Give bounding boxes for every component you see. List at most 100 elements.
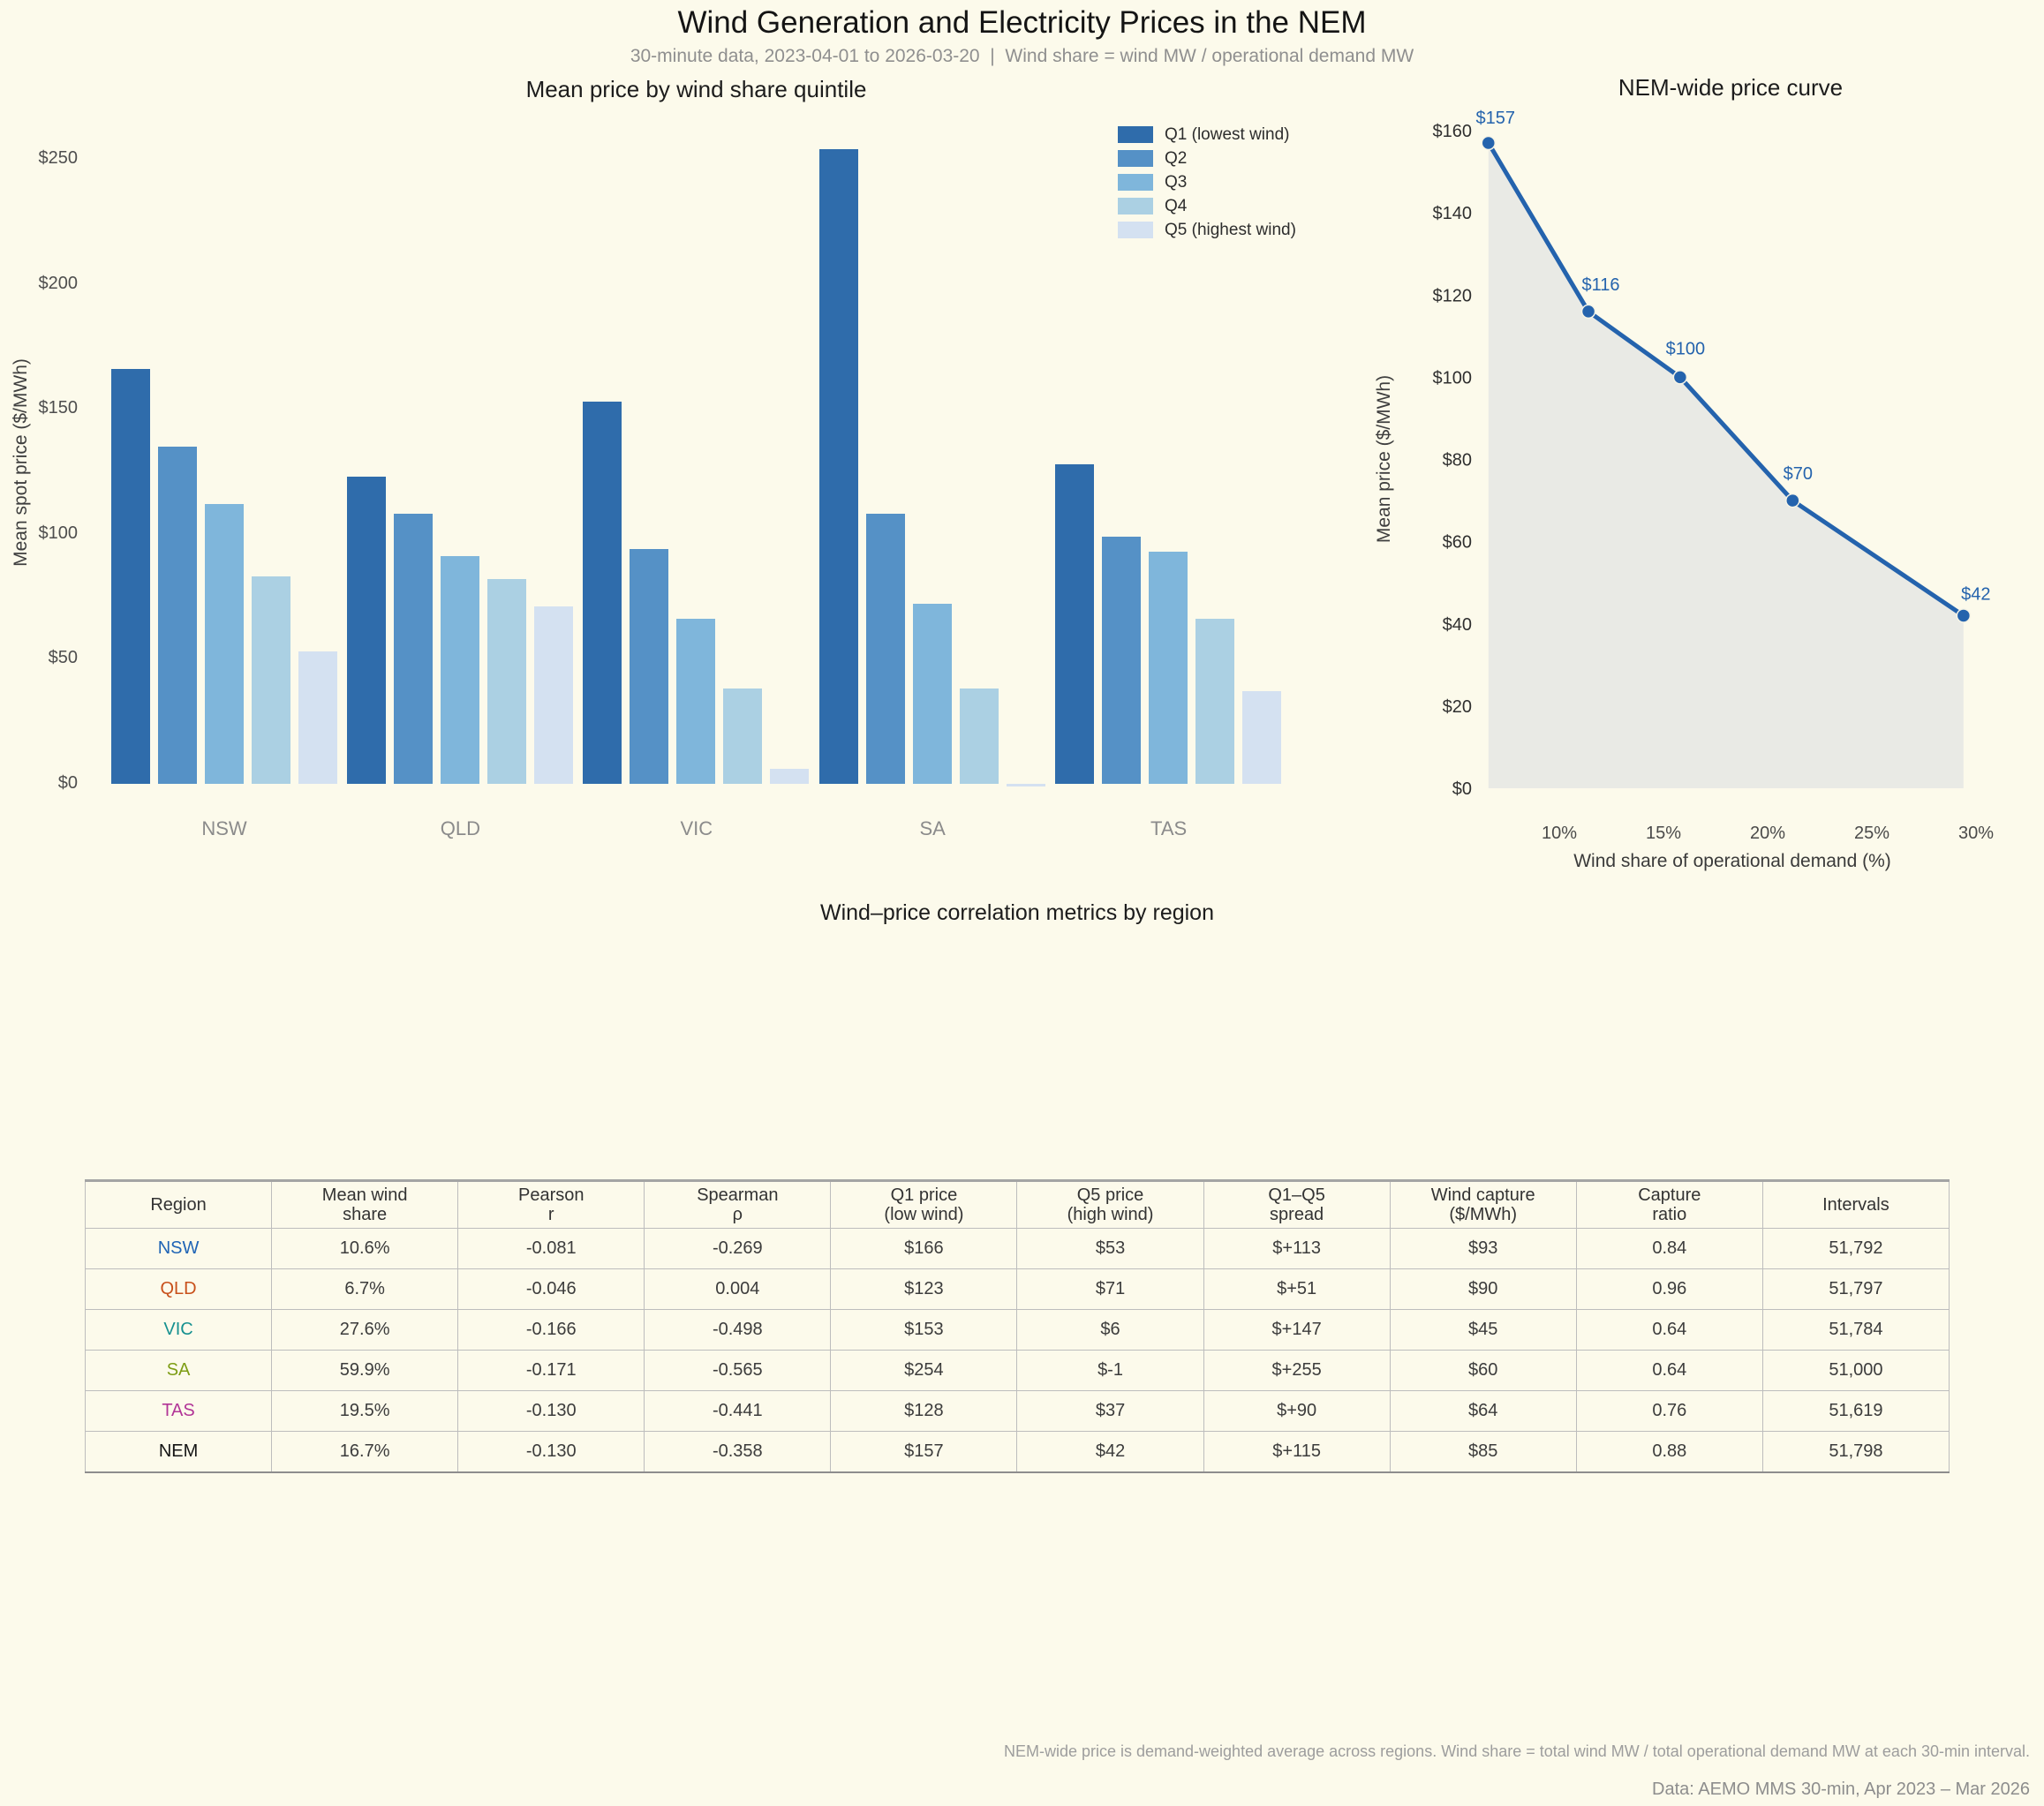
legend-swatch (1118, 150, 1153, 167)
bar-qld-q1 (346, 476, 386, 784)
bar-sa-q3 (912, 604, 952, 784)
metrics-row-nem: NEM 16.7% -0.130 -0.358 $157 $42 $+115 $85 0.88 5… (84, 1431, 1950, 1473)
line-x-tick-label: 15% (1646, 824, 1681, 843)
bar-nsw-q3 (204, 503, 244, 784)
legend-swatch (1118, 198, 1153, 214)
bar-sa-q4 (959, 689, 999, 784)
legend-swatch (1118, 174, 1153, 191)
line-y-tick-label: $20 (1443, 697, 1472, 717)
page-subtitle: 30-minute data, 2023-04-01 to 2026-03-20… (630, 46, 1414, 66)
legend-item: Q3 (1118, 170, 1296, 194)
metric-cell: 51,792 (1761, 1228, 1950, 1269)
data-point-marker (1672, 370, 1688, 385)
bar-sa-q5 (1006, 784, 1045, 786)
category-label-vic: VIC (680, 817, 713, 839)
line-y-tick-label: $140 (1433, 204, 1473, 223)
category-label-qld: QLD (440, 817, 481, 839)
page-title: Wind Generation and Electricity Prices i… (677, 5, 1367, 40)
metric-cell: $+255 (1203, 1350, 1391, 1391)
bar-vic-q4 (723, 689, 763, 784)
bar-y-tick-label: $250 (38, 148, 79, 168)
category-label-sa: SA (919, 817, 946, 839)
legend-swatch (1118, 222, 1153, 238)
line-chart-x-axis-label: Wind share of operational demand (%) (1573, 851, 1891, 871)
metric-cell: $+147 (1203, 1309, 1391, 1351)
metric-cell: 0.88 (1575, 1431, 1763, 1473)
metric-cell: $85 (1389, 1431, 1577, 1473)
metric-cell: $+90 (1203, 1390, 1391, 1432)
metrics-table: Region Mean wind share Pearson r Spearman ρ Q1 … (84, 1179, 1950, 1473)
bar-vic-q2 (630, 548, 669, 784)
data-point-marker (1580, 304, 1596, 320)
metrics-row-nsw: NSW 10.6% -0.081 -0.269 $166 $53 $+113 $93 0.84 5… (84, 1228, 1950, 1269)
footnote-data-source: Data: AEMO MMS 30-min, Apr 2023 – Mar 20… (1652, 1780, 2030, 1799)
column-header-pearson: Pearson r (457, 1180, 645, 1229)
legend-label: Q4 (1165, 196, 1188, 215)
line-x-tick-label: 30% (1958, 824, 1994, 843)
bar-qld-q5 (533, 606, 573, 784)
bar-y-tick-label: $0 (57, 773, 78, 793)
region-cell: QLD (84, 1268, 273, 1310)
metric-cell: $93 (1389, 1228, 1577, 1269)
metric-cell: 0.96 (1575, 1268, 1763, 1310)
metric-cell: -0.130 (457, 1390, 645, 1432)
region-cell: NEM (84, 1431, 273, 1473)
legend-swatch (1118, 126, 1153, 143)
metric-cell: $+51 (1203, 1268, 1391, 1310)
line-y-tick-label: $120 (1433, 286, 1473, 305)
column-header-intervals: Intervals (1761, 1180, 1950, 1229)
line-x-tick-label: 10% (1542, 824, 1577, 843)
metric-cell: 0.84 (1575, 1228, 1763, 1269)
bar-tas-q2 (1102, 536, 1142, 784)
metrics-table-body: NSW 10.6% -0.081 -0.269 $166 $53 $+113 $93 0.84 5… (84, 1228, 1950, 1473)
data-point-label: $100 (1666, 339, 1706, 358)
bar-nsw-q1 (110, 368, 150, 784)
metric-cell: $-1 (1016, 1350, 1204, 1391)
legend-label: Q3 (1165, 172, 1188, 192)
bar-chart-title: Mean price by wind share quintile (525, 76, 867, 102)
metric-cell: 6.7% (271, 1268, 459, 1310)
bar-vic-q3 (676, 619, 716, 784)
metric-cell: 0.76 (1575, 1390, 1763, 1432)
column-header-wind-capture: Wind capture ($/MWh) (1389, 1180, 1577, 1229)
column-header-capture: Capture ratio (1575, 1180, 1763, 1229)
bar-nsw-q2 (157, 446, 197, 784)
metric-cell: -0.130 (457, 1431, 645, 1473)
bar-y-tick-label: $200 (38, 273, 79, 293)
bar-nsw-q5 (298, 651, 337, 784)
bar-vic-q5 (770, 769, 810, 784)
metric-cell: 51,798 (1761, 1431, 1950, 1473)
metric-cell: $123 (830, 1268, 1018, 1310)
bar-sa-q2 (865, 514, 905, 784)
line-x-tick-label: 20% (1750, 824, 1785, 843)
column-header-q5-price: Q5 price (high wind) (1016, 1180, 1204, 1229)
line-y-tick-label: $40 (1443, 615, 1472, 635)
data-point-marker (1481, 135, 1497, 151)
legend-item: Q4 (1118, 194, 1296, 218)
data-point-label: $70 (1784, 464, 1813, 484)
metric-cell: $157 (830, 1431, 1018, 1473)
metric-cell: -0.046 (457, 1268, 645, 1310)
metric-cell: $+115 (1203, 1431, 1391, 1473)
category-label-tas: TAS (1150, 817, 1188, 839)
metric-cell: 19.5% (271, 1390, 459, 1432)
line-chart-title: NEM-wide price curve (1618, 74, 1844, 101)
metric-cell: $153 (830, 1309, 1018, 1351)
line-y-tick-label: $80 (1443, 451, 1472, 470)
data-point-marker (1785, 493, 1800, 508)
metric-cell: $64 (1389, 1390, 1577, 1432)
metrics-row-sa: SA 59.9% -0.171 -0.565 $254 $-1 $+255 $60 0.64 51… (84, 1350, 1950, 1391)
region-cell: TAS (84, 1390, 273, 1432)
metric-cell: $53 (1016, 1228, 1204, 1269)
region-cell: NSW (84, 1228, 273, 1269)
bar-qld-q2 (393, 514, 433, 784)
bar-tas-q3 (1149, 551, 1188, 784)
bar-tas-q1 (1055, 463, 1095, 784)
metric-cell: $+113 (1203, 1228, 1391, 1269)
bar-chart-plot-area (106, 141, 1286, 786)
legend-label: Q1 (lowest wind) (1165, 124, 1290, 144)
column-header-region: Region (84, 1180, 273, 1229)
metric-cell: 0.64 (1575, 1309, 1763, 1351)
metric-cell: 16.7% (271, 1431, 459, 1473)
